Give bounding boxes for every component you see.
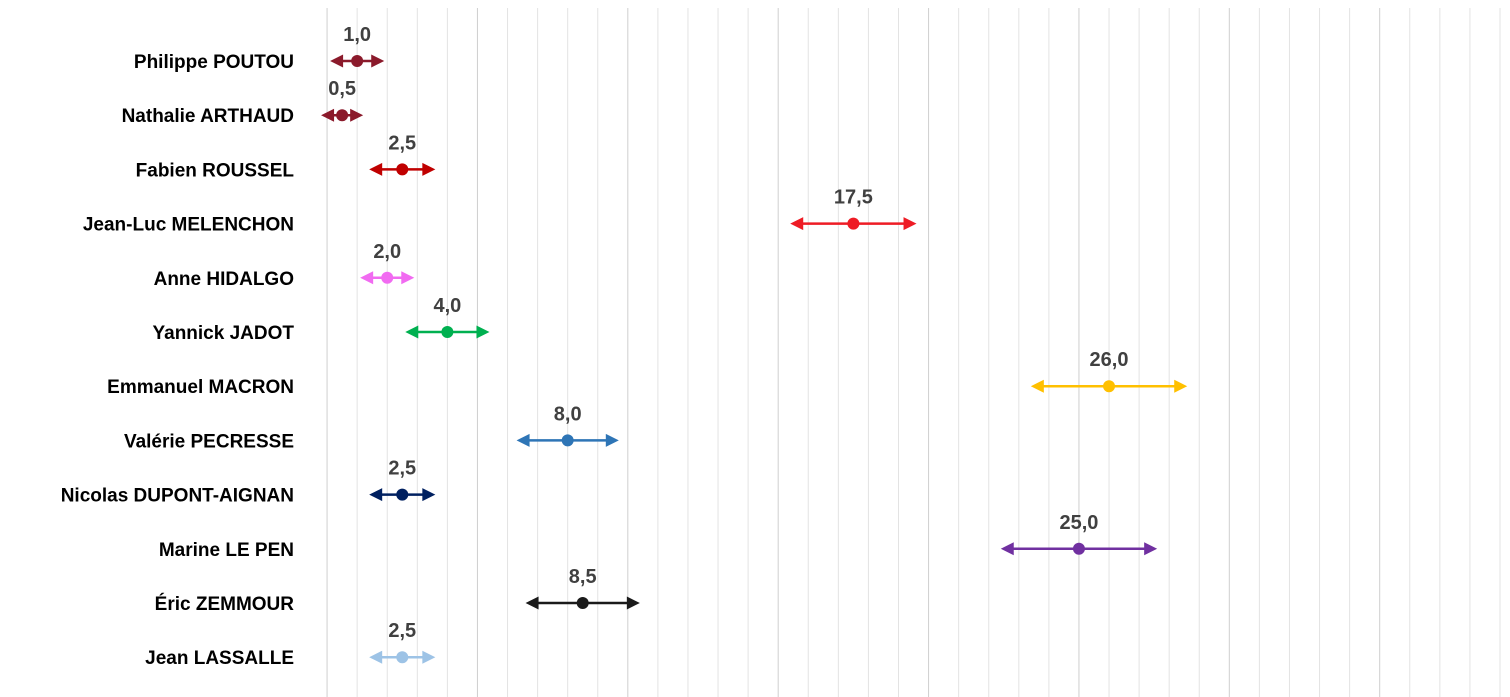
error-bar-low-arrow	[369, 162, 383, 176]
category-label: Anne HIDALGO	[154, 269, 294, 290]
data-point	[847, 217, 860, 230]
error-bar-high-arrow	[1174, 379, 1188, 393]
category-label: Jean LASSALLE	[145, 648, 294, 669]
data-label: 8,5	[569, 566, 597, 588]
error-bar-low-arrow	[369, 650, 383, 664]
category-label: Emmanuel MACRON	[107, 377, 294, 398]
error-bar-high-arrow	[903, 217, 917, 231]
category-label: Philippe POUTOU	[134, 52, 294, 73]
data-point	[336, 109, 349, 122]
category-label: Fabien ROUSSEL	[136, 160, 295, 181]
data-point	[396, 488, 409, 501]
data-label: 0,5	[328, 78, 356, 100]
data-label: 2,5	[388, 132, 416, 154]
data-point	[561, 434, 574, 447]
data-point	[1072, 542, 1085, 555]
error-bar-low-arrow	[1000, 542, 1014, 556]
error-bar-low-arrow	[321, 108, 335, 122]
data-label: 17,5	[834, 187, 873, 209]
data-label: 2,0	[373, 241, 401, 263]
error-bar-high-arrow	[350, 108, 364, 122]
error-bar-high-arrow	[626, 596, 640, 610]
data-point	[351, 55, 364, 67]
data-point	[441, 326, 454, 338]
category-label: Yannick JADOT	[153, 323, 295, 344]
error-bar-high-arrow	[371, 54, 385, 68]
data-label: 4,0	[433, 295, 461, 317]
error-bar-low-arrow	[516, 433, 530, 447]
error-bar-low-arrow	[360, 271, 374, 285]
category-label: Jean-Luc MELENCHON	[83, 215, 294, 236]
grid-lines	[326, 8, 1501, 697]
category-label: Nathalie ARTHAUD	[122, 106, 294, 127]
error-bar-high-arrow	[476, 325, 490, 339]
data-point	[1103, 380, 1116, 393]
data-label: 25,0	[1059, 512, 1098, 534]
category-label: Nicolas DUPONT-AIGNAN	[61, 486, 294, 507]
error-bar-high-arrow	[422, 162, 436, 176]
data-label: 26,0	[1090, 349, 1129, 371]
category-label: Éric ZEMMOUR	[155, 593, 295, 615]
data-label: 2,5	[388, 620, 416, 642]
category-label: Marine LE PEN	[159, 540, 294, 561]
category-label: Valérie PECRESSE	[124, 431, 294, 452]
error-bar-low-arrow	[330, 54, 344, 68]
error-bar-high-arrow	[422, 650, 436, 664]
error-bar-high-arrow	[1144, 542, 1158, 556]
data-label: 2,5	[388, 458, 416, 480]
error-bar-low-arrow	[790, 217, 804, 231]
data-label: 8,0	[554, 403, 582, 425]
error-bar-high-arrow	[422, 488, 436, 502]
error-bar-low-arrow	[369, 488, 383, 502]
data-marks: 1,0 0,5 2,5 17,5 2,0 4,0 26,0 8,0 2,5 25,0 8,5 2,5	[321, 24, 1188, 664]
error-bar-low-arrow	[405, 325, 419, 339]
error-bar-high-arrow	[605, 433, 619, 447]
category-labels: Philippe POUTOU Nathalie ARTHAUD Fabien RO…	[61, 52, 295, 669]
data-label: 1,0	[343, 24, 371, 46]
error-bar-high-arrow	[401, 271, 415, 285]
error-bar-low-arrow	[1030, 379, 1044, 393]
data-point	[396, 651, 409, 664]
error-bar-low-arrow	[525, 596, 539, 610]
data-point	[396, 163, 409, 176]
data-point	[381, 271, 394, 284]
data-point	[576, 597, 589, 609]
